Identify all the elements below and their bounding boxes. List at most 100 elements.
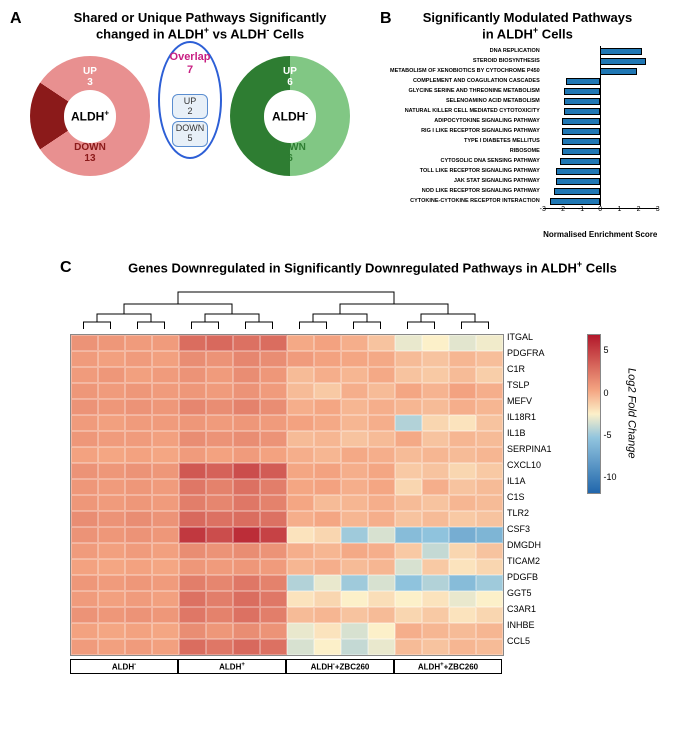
bar — [600, 48, 642, 55]
heatmap-cell — [368, 335, 395, 351]
gene-label: CSF3 — [507, 521, 552, 537]
overlap-up: UP2 — [172, 94, 208, 120]
heatmap-cell — [233, 399, 260, 415]
heatmap-cell — [98, 367, 125, 383]
bar — [564, 108, 600, 115]
heatmap-cell — [98, 543, 125, 559]
heatmap-cell — [233, 623, 260, 639]
heatmap-cell — [179, 463, 206, 479]
heatmap-cell — [287, 607, 314, 623]
heatmap-cell — [368, 639, 395, 655]
heatmap-cell — [314, 367, 341, 383]
heatmap-cell — [287, 367, 314, 383]
heatmap-cell — [98, 623, 125, 639]
heatmap-cell — [152, 511, 179, 527]
heatmap-cell — [368, 591, 395, 607]
heatmap-cell — [476, 447, 503, 463]
gene-label: IL1A — [507, 473, 552, 489]
heatmap-cell — [233, 367, 260, 383]
heatmap-cell — [233, 447, 260, 463]
heatmap-cell — [476, 607, 503, 623]
heatmap-cell — [71, 463, 98, 479]
heatmap-cell — [395, 335, 422, 351]
heatmap-cell — [287, 479, 314, 495]
heatmap-cell — [341, 351, 368, 367]
heatmap-cell — [98, 415, 125, 431]
panel-a-title-line1: Shared or Unique Pathways Significantly — [74, 10, 327, 25]
heatmap-cell — [179, 351, 206, 367]
heatmap-cell — [206, 623, 233, 639]
heatmap-cell — [206, 399, 233, 415]
heatmap-cell — [152, 527, 179, 543]
heatmap-cell — [260, 463, 287, 479]
heatmap-cell — [98, 399, 125, 415]
heatmap-cell — [341, 527, 368, 543]
heatmap-cell — [152, 399, 179, 415]
heatmap-cell — [179, 367, 206, 383]
gene-label: GGT5 — [507, 585, 552, 601]
bar — [560, 158, 600, 165]
heatmap-cell — [206, 463, 233, 479]
panel-a-title-l2a: changed in ALDH — [96, 26, 204, 41]
heatmap-cell — [314, 351, 341, 367]
heatmap-cell — [314, 399, 341, 415]
heatmap-cell — [314, 495, 341, 511]
heatmap-cell — [368, 527, 395, 543]
bar-label: TYPE I DIABETES MELLITUS — [390, 136, 540, 146]
heatmap-cell — [368, 463, 395, 479]
heatmap-cell — [368, 351, 395, 367]
heatmap-cell — [206, 351, 233, 367]
heatmap-cell — [71, 527, 98, 543]
bar — [566, 78, 601, 85]
heatmap-cell — [476, 399, 503, 415]
heatmap-cell — [287, 511, 314, 527]
heatmap-cell — [152, 415, 179, 431]
heatmap-cell — [260, 543, 287, 559]
bar-label: STEROID BIOSYNTHESIS — [390, 56, 540, 66]
heatmap-cell — [476, 479, 503, 495]
gene-label: IL18R1 — [507, 409, 552, 425]
panel-a-title-l2c: Cells — [269, 26, 304, 41]
heatmap-cell — [449, 367, 476, 383]
heatmap-cell — [368, 607, 395, 623]
heatmap-cell — [152, 383, 179, 399]
heatmap-cell — [395, 351, 422, 367]
heatmap-cell — [314, 511, 341, 527]
bar-label: RIBOSOME — [390, 146, 540, 156]
heatmap-cell — [233, 351, 260, 367]
heatmap-cell — [395, 559, 422, 575]
heatmap-cell — [98, 463, 125, 479]
gene-label: SERPINA1 — [507, 441, 552, 457]
heatmap-cell — [449, 399, 476, 415]
heatmap-cell — [341, 543, 368, 559]
heatmap-cell — [98, 559, 125, 575]
heatmap-cell — [233, 511, 260, 527]
donut-aldh-pos: ALDH+ UP3DOWN13 — [30, 56, 150, 176]
heatmap-cell — [71, 575, 98, 591]
gene-label: CCL5 — [507, 633, 552, 649]
heatmap-cell — [260, 351, 287, 367]
heatmap-cell — [287, 415, 314, 431]
bar-label: NATURAL KILLER CELL MEDIATED CYTOTOXICIT… — [390, 106, 540, 116]
heatmap-cell — [233, 543, 260, 559]
overlap-down: DOWN5 — [172, 121, 208, 147]
heatmap-cell — [476, 495, 503, 511]
heatmap-cell — [71, 415, 98, 431]
heatmap-cell — [449, 351, 476, 367]
heatmap-cell — [206, 383, 233, 399]
heatmap-cell — [341, 463, 368, 479]
heatmap-cell — [125, 431, 152, 447]
heatmap-cell — [260, 639, 287, 655]
heatmap-cell — [71, 543, 98, 559]
gene-label: CXCL10 — [507, 457, 552, 473]
heatmap-cell — [341, 367, 368, 383]
heatmap-cell — [395, 527, 422, 543]
heatmap-cell — [260, 527, 287, 543]
heatmap-cell — [125, 623, 152, 639]
gene-label: ITGAL — [507, 329, 552, 345]
gene-label: C1S — [507, 489, 552, 505]
heatmap-cell — [233, 559, 260, 575]
heatmap-cell — [368, 431, 395, 447]
heatmap-cell — [287, 351, 314, 367]
heatmap-cell — [287, 591, 314, 607]
